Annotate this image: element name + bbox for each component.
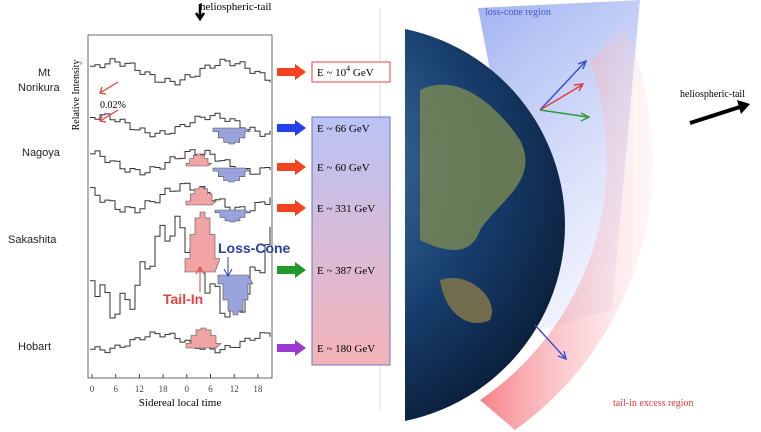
energy-label: E ~ 331 GeV — [317, 203, 375, 215]
trace — [90, 215, 271, 319]
energy-label: E ~ 60 GeV — [317, 162, 370, 174]
energy-box-top — [311, 61, 391, 83]
scale-label: 0.02% — [100, 100, 126, 111]
vector — [534, 324, 568, 361]
energy-arrow — [277, 200, 306, 216]
vector — [539, 83, 585, 111]
energy-label: E ~ 180 GeV — [317, 343, 375, 355]
loss-cone-arrow — [223, 257, 233, 278]
energy-label: E ~ 104 GeV — [317, 64, 374, 79]
shaded-feature — [214, 209, 251, 223]
x-tick-label: 6 — [113, 384, 118, 394]
shaded-feature — [217, 274, 254, 316]
energy-arrow — [277, 64, 306, 80]
x-axis-label: Sidereal local time — [139, 397, 222, 409]
energy-label: E ~ 66 GeV — [317, 123, 370, 135]
station: Hobart — [18, 341, 51, 353]
energy-arrow — [277, 120, 306, 136]
tail-arrowhead — [737, 100, 750, 114]
x-tick-label: 12 — [230, 384, 239, 394]
shaded-feature — [212, 167, 252, 183]
x-tick-label: 0 — [185, 384, 190, 394]
shaded-feature — [185, 327, 222, 349]
x-tick-label: 0 — [90, 384, 95, 394]
traces — [90, 58, 271, 354]
energy-base: E ~ 10 — [317, 67, 347, 79]
station: Norikura — [18, 82, 60, 94]
plot-frame — [87, 34, 273, 379]
trace — [90, 182, 271, 214]
y-axis-label: Relative Intensity — [71, 60, 82, 131]
vector — [539, 59, 588, 111]
loss-cone-label: Loss-Cone — [218, 240, 291, 256]
tail-in-arrow — [195, 265, 205, 292]
station: Nagoya — [22, 147, 61, 159]
x-tick-label: 6 — [208, 384, 213, 394]
shaded-feature — [185, 153, 213, 167]
shaded-feature — [212, 127, 252, 145]
station: Mt — [38, 67, 50, 79]
energy-arrow — [277, 159, 306, 175]
x-tick-label: 18 — [159, 384, 169, 394]
shaded-feature — [185, 186, 218, 206]
energy-arrow — [277, 340, 306, 356]
shaded-feature — [184, 211, 221, 273]
x-tick-label: 12 — [135, 384, 144, 394]
top-label: heliospheric-tail — [200, 1, 271, 13]
energy-unit: GeV — [350, 67, 374, 79]
tail-label: heliospheric-tail — [680, 89, 745, 100]
x-tick-label: 18 — [253, 384, 263, 394]
energy-box — [311, 116, 391, 366]
tail-arrow — [689, 104, 744, 125]
small-arrow — [99, 81, 119, 95]
trace — [90, 331, 271, 354]
energy-sup: 4 — [346, 64, 350, 73]
loss-cone-region-label: loss-cone region — [485, 7, 551, 18]
vector — [539, 109, 591, 122]
station: Sakashita — [8, 234, 57, 246]
top-arrow — [194, 4, 206, 22]
tail-in-region-label: tail-in excess region — [613, 398, 694, 409]
small-arrow — [99, 109, 119, 123]
land — [420, 84, 526, 251]
energy-arrow — [277, 262, 306, 278]
tail-in-label: Tail-In — [163, 291, 203, 307]
trace — [90, 58, 271, 86]
energy-label: E ~ 387 GeV — [317, 265, 375, 277]
tail-in-region — [480, 28, 654, 430]
land — [440, 278, 492, 324]
